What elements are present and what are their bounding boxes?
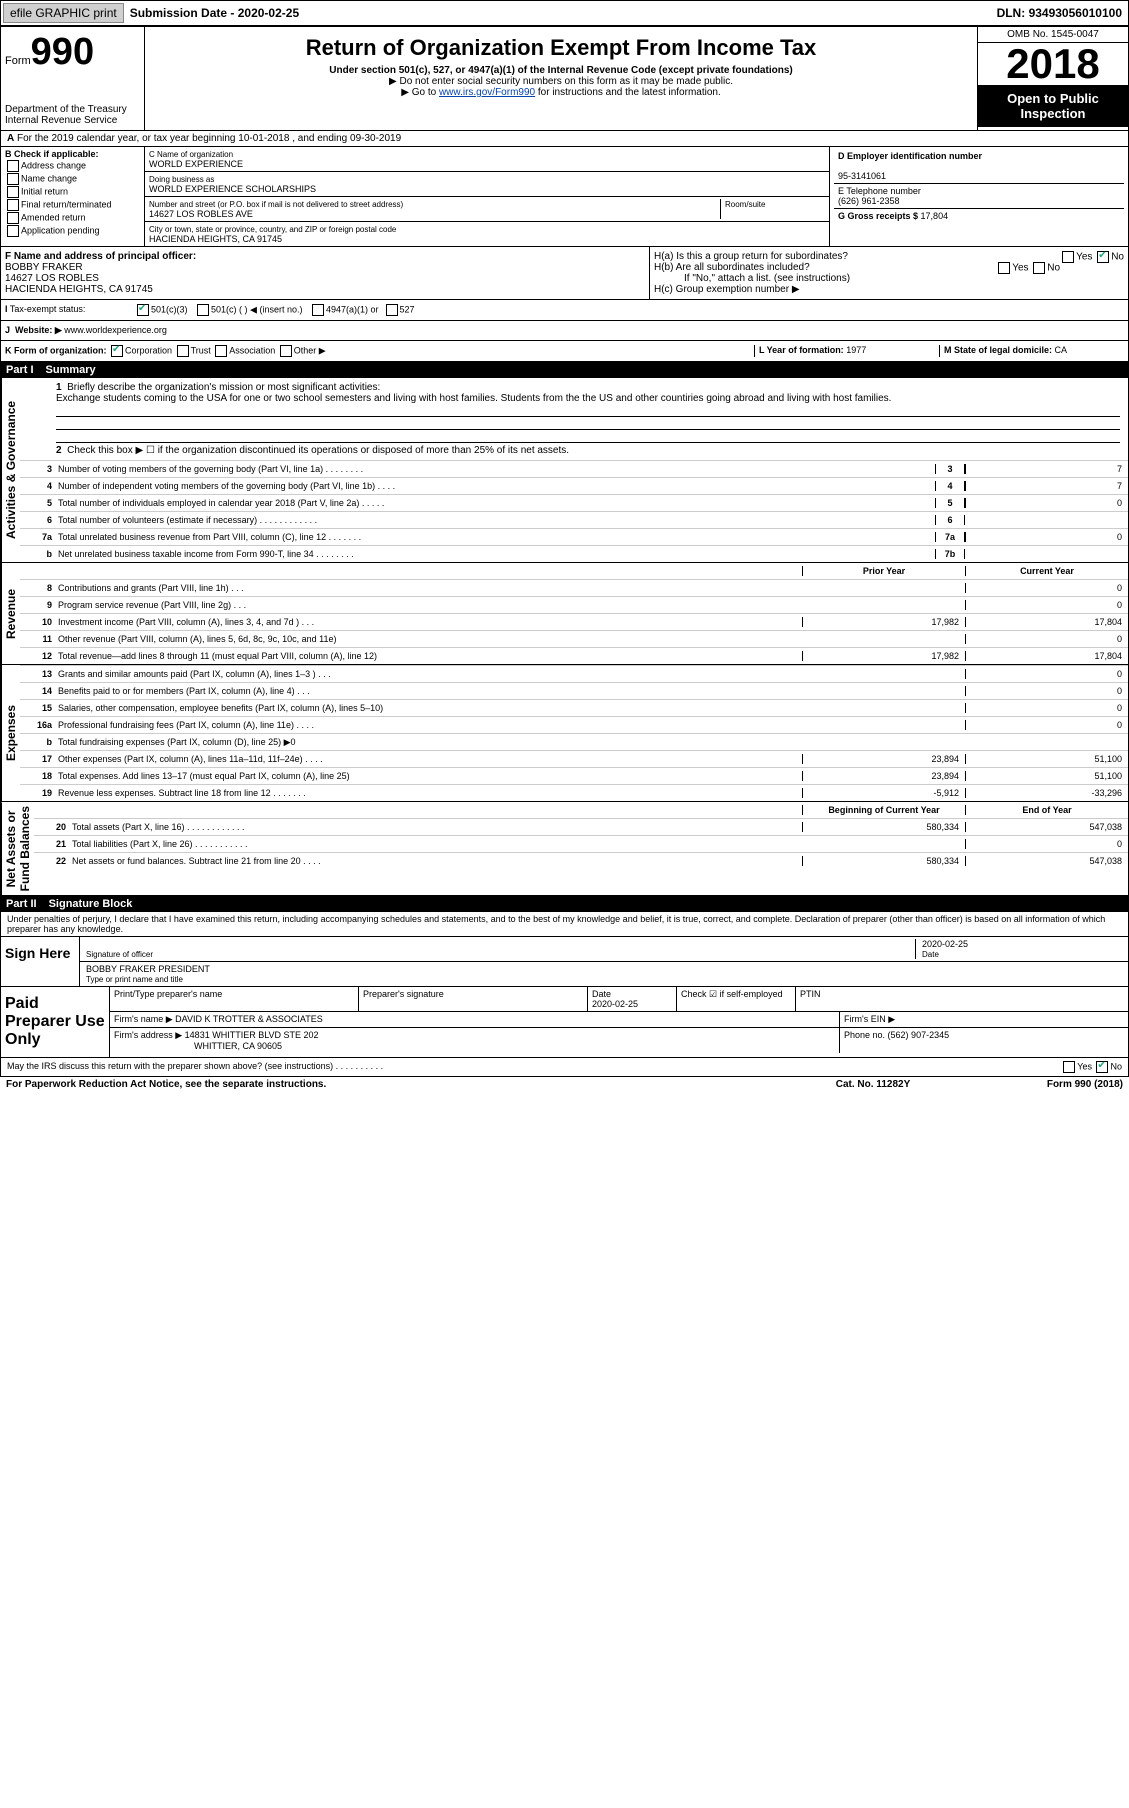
paid-preparer: Paid Preparer Use Only Print/Type prepar… — [0, 987, 1129, 1058]
section-j: J Website: ▶ www.worldexperience.org — [0, 321, 1129, 341]
discuss-row: May the IRS discuss this return with the… — [0, 1058, 1129, 1077]
vlabel-exp: Expenses — [1, 665, 20, 801]
activities-governance: Activities & Governance 1 Briefly descri… — [0, 378, 1129, 563]
section-h: H(a) Is this a group return for subordin… — [650, 247, 1128, 299]
form-title: Return of Organization Exempt From Incom… — [149, 35, 973, 61]
section-bcd: B Check if applicable: Address change Na… — [0, 147, 1129, 247]
section-l: L Year of formation: 1977 — [754, 345, 939, 357]
perjury-declaration: Under penalties of perjury, I declare th… — [0, 912, 1129, 937]
section-b: B Check if applicable: Address change Na… — [1, 147, 145, 246]
ssn-note: ▶ Do not enter social security numbers o… — [149, 76, 973, 87]
section-k: K Form of organization: Corporation Trus… — [5, 345, 754, 357]
section-i: I Tax-exempt status: 501(c)(3) 501(c) ( … — [0, 300, 1129, 321]
efile-btn[interactable]: efile GRAPHIC print — [3, 3, 124, 23]
netassets-section: Net Assets or Fund Balances Beginning of… — [0, 802, 1129, 896]
dln: DLN: 93493056010100 — [991, 4, 1128, 22]
public-inspection: Open to Public Inspection — [978, 85, 1128, 127]
revenue-section: Revenue Prior YearCurrent Year 8Contribu… — [0, 563, 1129, 665]
top-bar: efile GRAPHIC print Submission Date - 20… — [0, 0, 1129, 26]
form-subtitle: Under section 501(c), 527, or 4947(a)(1)… — [149, 65, 973, 76]
dept-treasury: Department of the Treasury Internal Reve… — [5, 104, 140, 126]
sign-here: Sign Here Signature of officer2020-02-25… — [0, 937, 1129, 987]
section-g: G Gross receipts $ 17,804 — [834, 209, 1124, 223]
part1-header: Part ISummary — [0, 362, 1129, 378]
section-m: M State of legal domicile: CA — [939, 345, 1124, 357]
tax-year: 2018 — [978, 43, 1128, 85]
form-header: Form990 Department of the Treasury Inter… — [0, 26, 1129, 131]
section-f: F Name and address of principal officer:… — [1, 247, 650, 299]
section-klm: K Form of organization: Corporation Trus… — [0, 341, 1129, 362]
form-number: Form990 — [5, 31, 140, 74]
section-c: C Name of organizationWORLD EXPERIENCE D… — [145, 147, 829, 246]
vlabel-net: Net Assets or Fund Balances — [1, 802, 34, 895]
mission-text: Exchange students coming to the USA for … — [56, 393, 891, 404]
link-note: ▶ Go to www.irs.gov/Form990 for instruct… — [149, 87, 973, 98]
vlabel-rev: Revenue — [1, 563, 20, 664]
page-footer: For Paperwork Reduction Act Notice, see … — [0, 1077, 1129, 1092]
section-a: A For the 2019 calendar year, or tax yea… — [0, 131, 1129, 147]
irs-link[interactable]: www.irs.gov/Form990 — [439, 87, 535, 98]
section-fh: F Name and address of principal officer:… — [0, 247, 1129, 300]
subdate-label: Submission Date - 2020-02-25 — [126, 4, 303, 22]
section-d: D Employer identification number95-31410… — [834, 149, 1124, 184]
section-e: E Telephone number(626) 961-2358 — [834, 184, 1124, 209]
expenses-section: Expenses 13Grants and similar amounts pa… — [0, 665, 1129, 802]
part2-header: Part IISignature Block — [0, 896, 1129, 912]
vlabel-ag: Activities & Governance — [1, 378, 20, 562]
